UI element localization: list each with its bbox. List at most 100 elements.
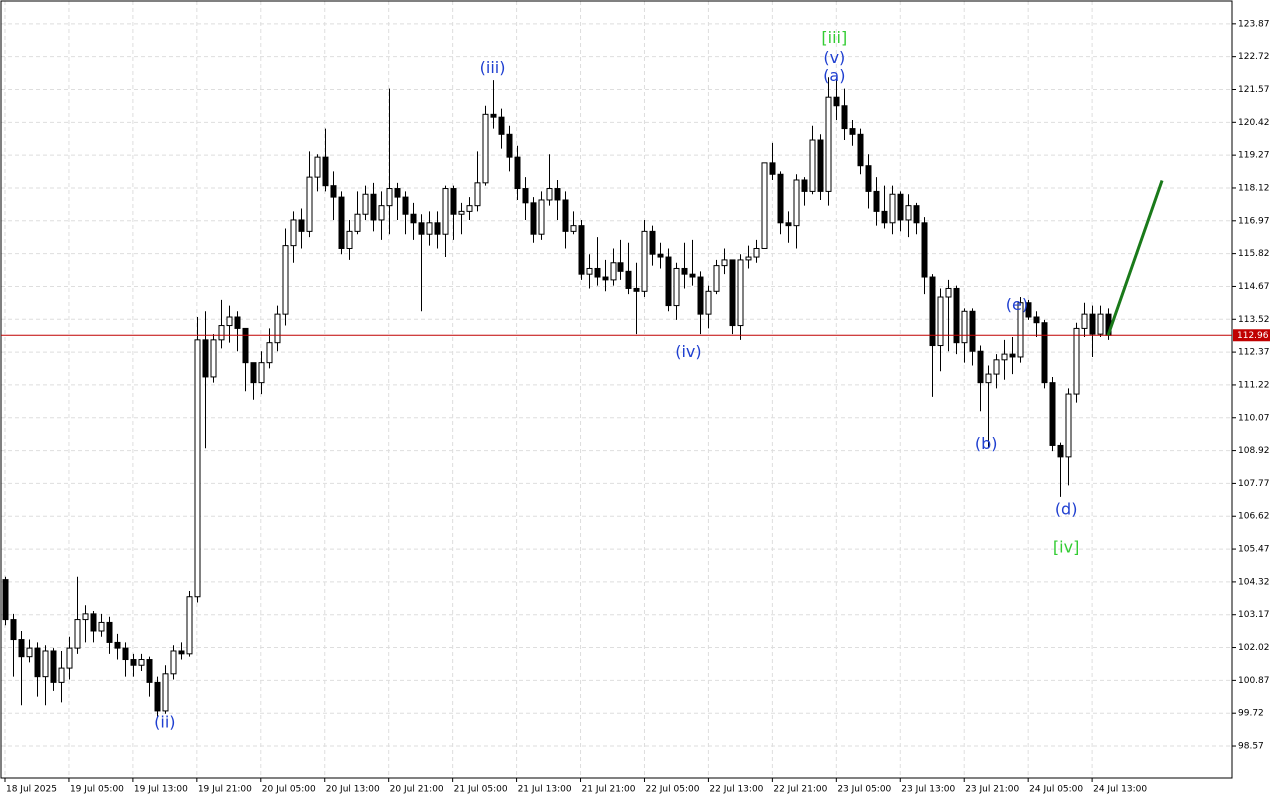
- candle-body: [905, 205, 912, 221]
- candle-body: [1001, 353, 1008, 361]
- candle-body: [921, 222, 928, 278]
- candle-body: [250, 362, 257, 384]
- candle-body: [58, 667, 65, 683]
- candle-body: [1057, 444, 1064, 458]
- candle-body: [705, 290, 712, 315]
- candle-body: [833, 96, 840, 107]
- candle-body: [202, 339, 209, 378]
- y-tick-label: 119.27: [1238, 151, 1270, 161]
- candle-body: [306, 176, 313, 232]
- candle-body: [777, 173, 784, 224]
- candle-body: [530, 202, 537, 235]
- candle-body: [753, 247, 760, 258]
- candle-body: [801, 179, 808, 192]
- candle-body: [282, 245, 289, 315]
- candle-body: [945, 287, 952, 298]
- candle-body: [610, 262, 617, 281]
- wave-label: (b): [975, 434, 998, 453]
- candle-body: [578, 225, 585, 275]
- candle-body: [721, 259, 728, 267]
- candle-body: [729, 259, 736, 327]
- candle-body: [953, 287, 960, 344]
- x-tick-label: 18 Jul 2025: [6, 785, 57, 795]
- candle-body: [570, 225, 577, 232]
- candle-body: [514, 156, 521, 190]
- candle-body: [426, 222, 433, 235]
- wave-label: [iii]: [821, 28, 847, 47]
- candle-body: [641, 230, 648, 292]
- candle-body: [857, 133, 864, 167]
- y-tick-label: 123.87: [1238, 19, 1270, 29]
- y-tick-label: 118.12: [1238, 183, 1270, 193]
- candle-body: [689, 273, 696, 278]
- candle-body: [961, 310, 968, 344]
- candle-body: [985, 373, 992, 384]
- candle-body: [82, 613, 89, 621]
- wave-label: (iv): [675, 342, 701, 361]
- y-tick-label: 102.02: [1238, 643, 1270, 653]
- y-tick-label: 108.92: [1238, 446, 1270, 456]
- price-tag-label: 112.96: [1237, 331, 1269, 341]
- candle-body: [594, 267, 601, 278]
- y-tick-label: 112.37: [1238, 348, 1270, 358]
- x-tick-label: 22 Jul 13:00: [709, 785, 763, 795]
- candle-body: [809, 139, 816, 192]
- candle-body: [178, 650, 185, 655]
- plot-frame: [0, 0, 1233, 779]
- candle-body: [42, 650, 49, 678]
- candle-body: [450, 188, 457, 215]
- candle-body: [258, 362, 265, 384]
- x-tick-label: 19 Jul 13:00: [134, 785, 188, 795]
- y-tick-label: 104.32: [1238, 577, 1270, 587]
- candle-body: [538, 199, 545, 235]
- candle-body: [1025, 302, 1032, 318]
- candle-body: [490, 113, 497, 118]
- y-tick-label: 100.87: [1238, 676, 1270, 686]
- candle-body: [482, 113, 489, 184]
- candle-body: [274, 313, 281, 344]
- candle-body: [114, 641, 121, 649]
- candle-body: [737, 259, 744, 327]
- y-tick-label: 110.07: [1238, 413, 1270, 423]
- candle-body: [458, 210, 465, 215]
- candle-body: [434, 222, 441, 235]
- x-tick-label: 21 Jul 21:00: [582, 785, 636, 795]
- candle-body: [226, 316, 233, 327]
- candle-body: [673, 267, 680, 307]
- candle-body: [913, 205, 920, 224]
- candle-body: [122, 647, 129, 661]
- candle-body: [130, 659, 137, 666]
- candle-body: [154, 681, 161, 712]
- x-tick-label: 24 Jul 05:00: [1029, 785, 1083, 795]
- wave-label: (ii): [154, 712, 175, 731]
- candle-body: [378, 205, 385, 221]
- candle-body: [649, 230, 656, 255]
- candle-body: [322, 156, 329, 187]
- y-tick-label: 120.42: [1238, 118, 1270, 128]
- candle-body: [10, 619, 17, 641]
- x-tick-label: 24 Jul 13:00: [1093, 785, 1147, 795]
- candle-body: [106, 621, 113, 643]
- candle-body: [394, 188, 401, 198]
- candle-body: [617, 262, 624, 272]
- wave-label: (e): [1006, 295, 1028, 314]
- candle-body: [234, 316, 241, 329]
- candle-body: [98, 621, 105, 632]
- candle-body: [546, 188, 553, 201]
- wave-label: (iii): [480, 58, 506, 77]
- candle-body: [386, 188, 393, 207]
- candle-body: [881, 210, 888, 224]
- candle-body: [34, 647, 41, 678]
- candle-body: [554, 188, 561, 201]
- candle-body: [1041, 322, 1048, 384]
- x-tick-label: 23 Jul 13:00: [901, 785, 955, 795]
- y-tick-label: 107.77: [1238, 479, 1270, 489]
- candle-body: [761, 162, 768, 249]
- y-tick-label: 114.67: [1238, 282, 1270, 292]
- candle-body: [1073, 327, 1080, 395]
- x-tick-label: 23 Jul 21:00: [965, 785, 1019, 795]
- candle-body: [745, 256, 752, 261]
- candle-body: [338, 196, 345, 249]
- candle-body: [849, 128, 856, 135]
- candle-body: [418, 222, 425, 235]
